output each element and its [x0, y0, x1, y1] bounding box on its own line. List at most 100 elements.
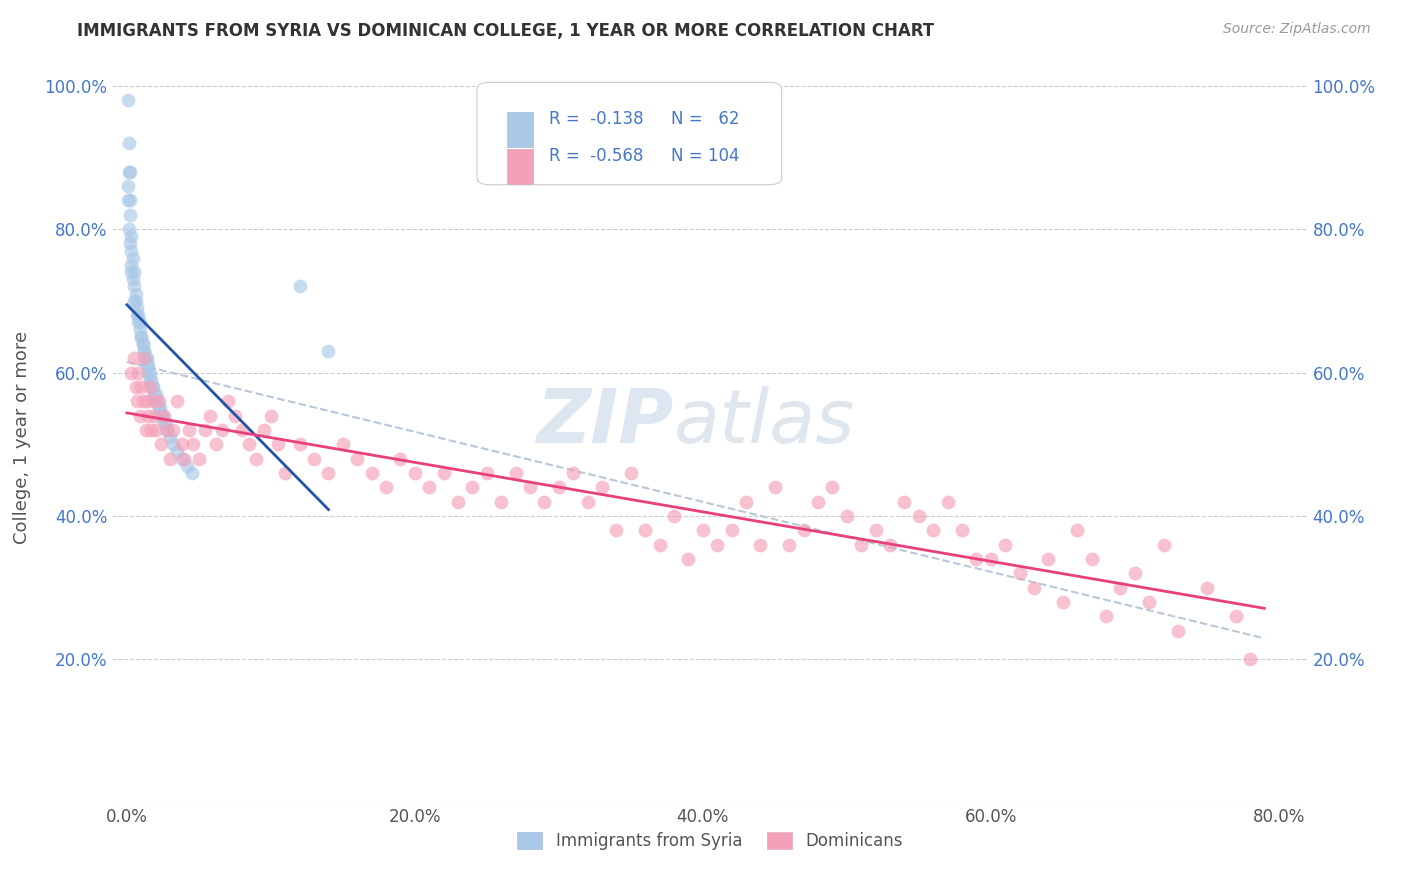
Point — [153, 409, 176, 423]
Point — [142, 394, 165, 409]
Point — [835, 508, 858, 523]
Point — [120, 229, 142, 244]
Point — [980, 552, 1002, 566]
Point — [865, 524, 887, 538]
Point — [162, 437, 184, 451]
Point — [122, 293, 145, 308]
Point — [136, 394, 159, 409]
Point — [1167, 624, 1189, 638]
Point — [375, 480, 398, 494]
Point — [150, 409, 173, 423]
Point — [139, 380, 162, 394]
Point — [118, 208, 141, 222]
Point — [231, 423, 253, 437]
Point — [634, 524, 657, 538]
Point — [139, 366, 162, 380]
Text: atlas: atlas — [675, 386, 856, 458]
Point — [318, 344, 340, 359]
Point — [118, 136, 141, 150]
Point — [922, 524, 945, 538]
Point — [1109, 581, 1132, 595]
Point — [447, 494, 470, 508]
Point — [118, 236, 141, 251]
Point — [135, 423, 157, 437]
Point — [149, 401, 172, 416]
Text: Source: ZipAtlas.com: Source: ZipAtlas.com — [1223, 22, 1371, 37]
Point — [778, 538, 800, 552]
Point — [159, 430, 181, 444]
Point — [139, 373, 162, 387]
Point — [132, 336, 155, 351]
Point — [135, 351, 157, 366]
Point — [1095, 609, 1118, 624]
Point — [620, 466, 643, 480]
Point — [143, 409, 166, 423]
Point — [418, 480, 440, 494]
Point — [1052, 595, 1074, 609]
Point — [132, 394, 155, 409]
Point — [735, 494, 758, 508]
Point — [141, 373, 163, 387]
Point — [288, 437, 311, 451]
Point — [162, 423, 184, 437]
Point — [1137, 595, 1160, 609]
Point — [124, 286, 146, 301]
Point — [194, 423, 217, 437]
Point — [124, 293, 146, 308]
Point — [128, 322, 150, 336]
Point — [793, 524, 815, 538]
Point — [141, 423, 163, 437]
Point — [117, 179, 139, 194]
Point — [245, 451, 267, 466]
Point — [404, 466, 426, 480]
Point — [127, 315, 149, 329]
Point — [153, 416, 176, 430]
Point — [173, 451, 195, 466]
Point — [181, 437, 204, 451]
Point — [994, 538, 1017, 552]
Point — [145, 423, 167, 437]
Point — [138, 409, 160, 423]
Point — [302, 451, 325, 466]
Point — [177, 423, 200, 437]
Point — [274, 466, 297, 480]
Point — [136, 359, 159, 373]
Point — [749, 538, 772, 552]
Point — [678, 552, 700, 566]
Point — [143, 387, 166, 401]
Point — [125, 394, 148, 409]
Point — [145, 387, 167, 401]
Point — [821, 480, 844, 494]
Point — [118, 165, 141, 179]
Point — [346, 451, 368, 466]
Point — [433, 466, 456, 480]
Text: ZIP: ZIP — [537, 386, 675, 459]
FancyBboxPatch shape — [477, 82, 782, 185]
Point — [118, 194, 141, 208]
Point — [950, 524, 973, 538]
Point — [129, 380, 152, 394]
Point — [662, 508, 685, 523]
Point — [1225, 609, 1247, 624]
Point — [211, 423, 233, 437]
FancyBboxPatch shape — [508, 149, 533, 184]
Text: N = 104: N = 104 — [671, 146, 740, 165]
Point — [936, 494, 959, 508]
Point — [128, 315, 150, 329]
Point — [117, 93, 139, 107]
Point — [692, 524, 714, 538]
Point — [461, 480, 484, 494]
Point — [1195, 581, 1218, 595]
Point — [851, 538, 873, 552]
Point — [253, 423, 276, 437]
Point — [720, 524, 742, 538]
Text: N =   62: N = 62 — [671, 110, 740, 128]
Point — [120, 258, 142, 272]
Legend: Immigrants from Syria, Dominicans: Immigrants from Syria, Dominicans — [510, 825, 910, 856]
Point — [547, 480, 569, 494]
Point — [176, 458, 198, 473]
Point — [200, 409, 222, 423]
Point — [134, 344, 156, 359]
Point — [1239, 652, 1261, 666]
Point — [1038, 552, 1060, 566]
